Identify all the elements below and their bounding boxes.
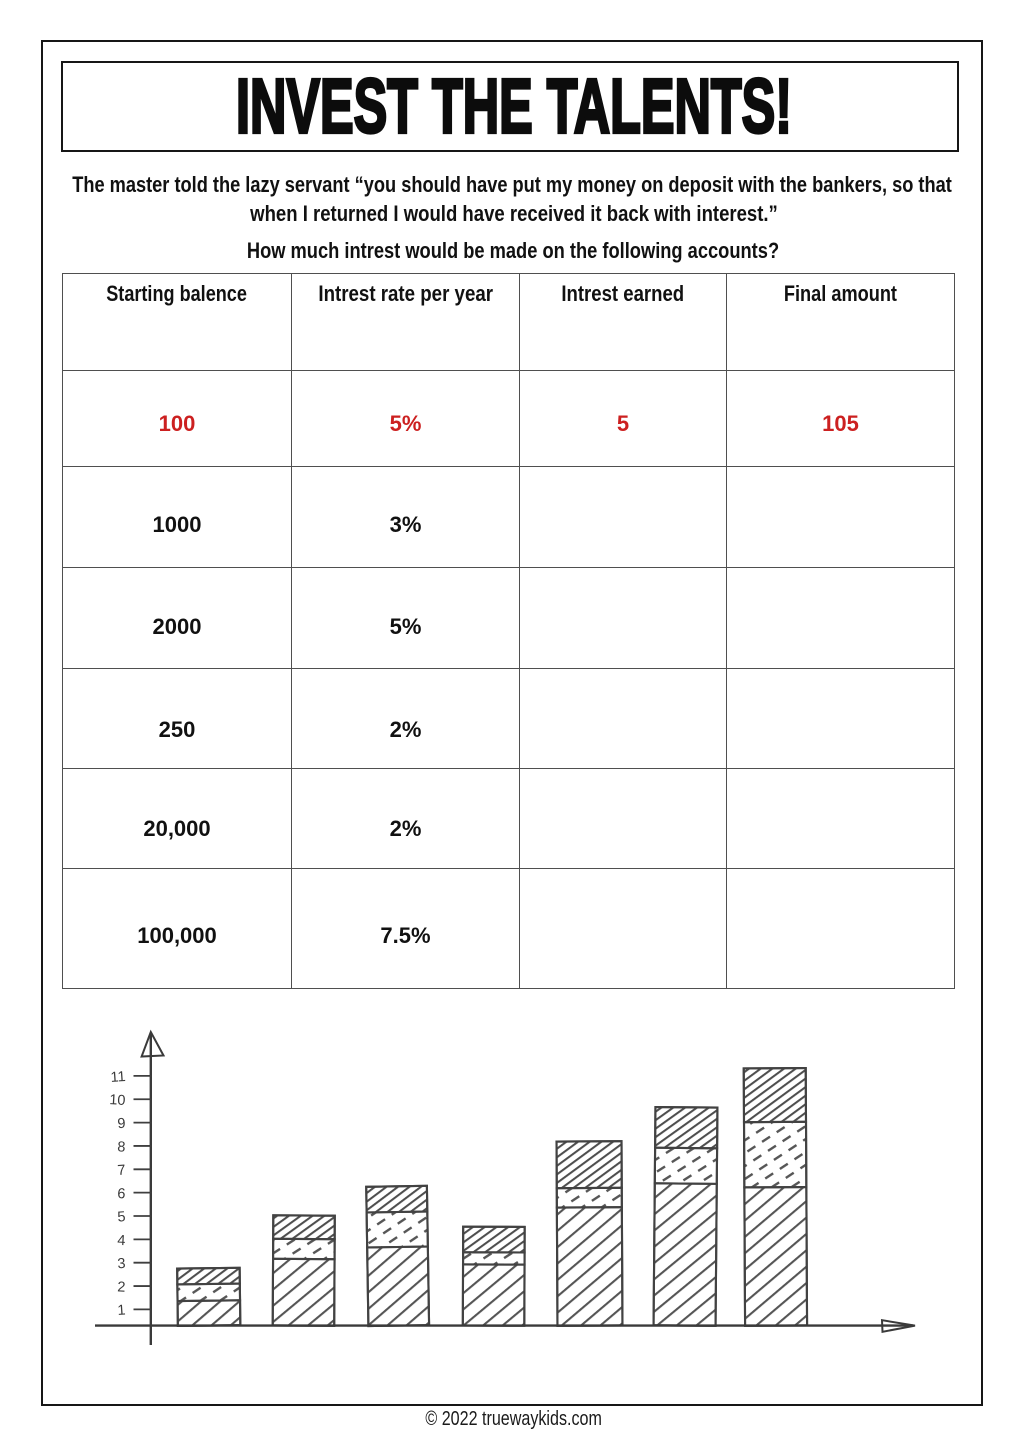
svg-text:11: 11 bbox=[110, 1069, 126, 1086]
svg-text:4: 4 bbox=[117, 1233, 126, 1249]
svg-text:9: 9 bbox=[117, 1116, 126, 1133]
svg-text:8: 8 bbox=[117, 1139, 126, 1155]
svg-text:6: 6 bbox=[117, 1186, 126, 1202]
svg-text:1: 1 bbox=[117, 1303, 126, 1320]
svg-text:3: 3 bbox=[117, 1256, 126, 1273]
svg-text:7: 7 bbox=[117, 1162, 126, 1179]
svg-text:10: 10 bbox=[109, 1092, 126, 1109]
svg-text:2: 2 bbox=[117, 1279, 126, 1295]
svg-text:INVEST THE TALENTS!: INVEST THE TALENTS! bbox=[236, 64, 792, 150]
svg-text:5: 5 bbox=[117, 1209, 126, 1226]
